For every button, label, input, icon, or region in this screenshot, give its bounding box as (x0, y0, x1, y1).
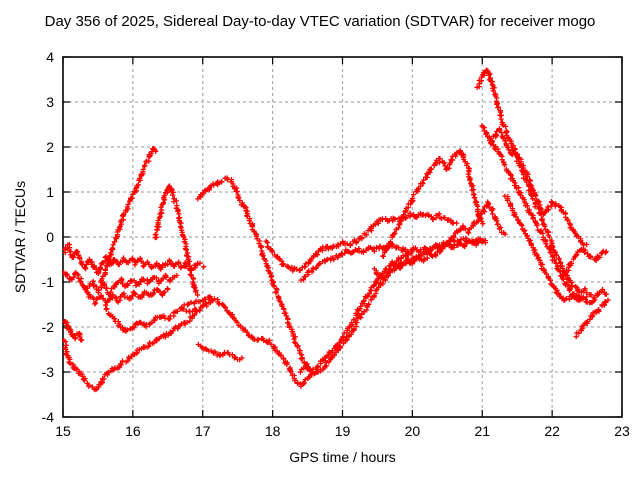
x-axis-label: GPS time / hours (289, 449, 396, 465)
series-trace-20 (502, 193, 590, 303)
x-tick-label: 22 (544, 423, 560, 439)
y-tick-label: 2 (46, 139, 54, 155)
series-trace-13 (263, 210, 460, 274)
x-tick-label: 19 (335, 423, 351, 439)
series-trace-22 (573, 297, 611, 340)
series-trace-17 (474, 67, 609, 301)
series-trace-10 (195, 175, 317, 377)
series-trace-05 (62, 269, 180, 298)
y-tick-label: -3 (42, 364, 55, 380)
y-tick-label: -2 (42, 319, 55, 335)
series-trace-01 (62, 319, 85, 343)
x-tick-label: 20 (405, 423, 421, 439)
chart-title: Day 356 of 2025, Sidereal Day-to-day VTE… (44, 13, 596, 30)
series-group (62, 67, 611, 393)
series-trace-19 (488, 126, 590, 248)
series-trace-02 (62, 298, 216, 393)
x-tick-label: 15 (55, 423, 71, 439)
x-tick-label: 21 (474, 423, 490, 439)
series-trace-11 (195, 341, 245, 363)
y-axis-label: SDTVAR / TECUs (12, 180, 28, 294)
x-tick-label: 16 (125, 423, 141, 439)
series-trace-16 (371, 199, 508, 283)
y-tick-label: 4 (46, 49, 54, 65)
series-trace-04 (62, 241, 207, 276)
x-tick-label: 17 (195, 423, 211, 439)
x-tick-label: 23 (614, 423, 630, 439)
series-trace-09 (152, 183, 201, 298)
series-trace-12 (297, 249, 415, 376)
series-trace-21 (561, 246, 609, 277)
y-tick-label: -1 (42, 274, 55, 290)
series-trace-18 (479, 123, 598, 306)
x-tick-label: 18 (265, 423, 281, 439)
y-tick-label: 3 (46, 94, 54, 110)
series-trace-15 (380, 148, 486, 259)
series-trace-06 (81, 283, 171, 307)
y-tick-label: -4 (42, 409, 55, 425)
y-tick-label: 1 (46, 184, 54, 200)
series-trace-08 (98, 146, 159, 285)
y-tick-label: 0 (46, 229, 54, 245)
series-trace-07 (103, 302, 199, 334)
